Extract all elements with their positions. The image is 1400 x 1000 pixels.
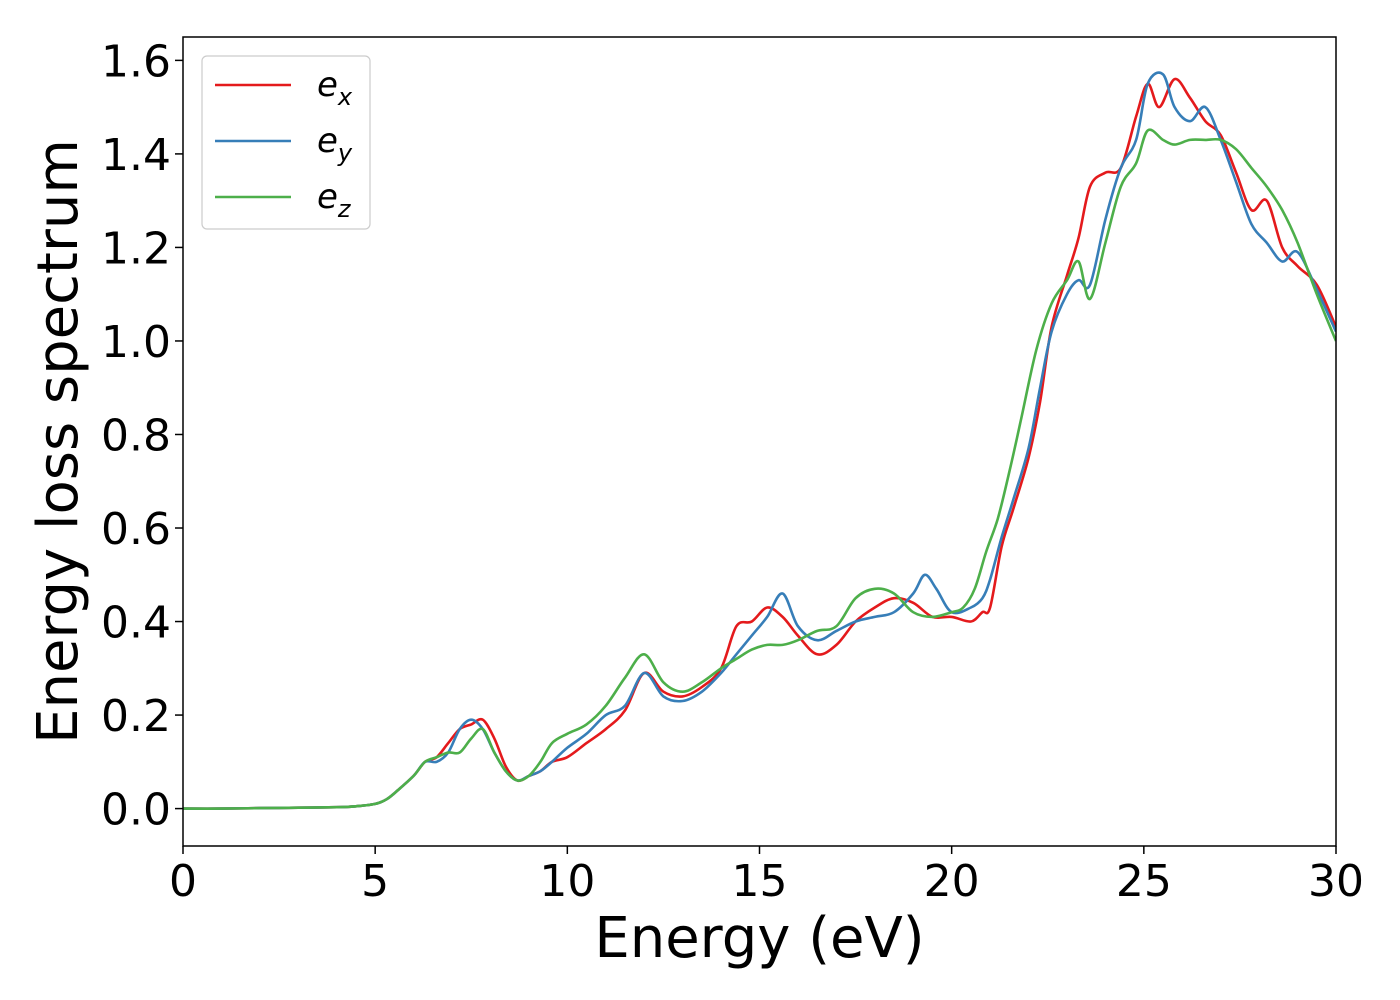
y-tick-label: 0.0 (101, 785, 171, 836)
y-tick-label: 0.4 (101, 598, 171, 649)
y-tick-label: 1.2 (101, 223, 171, 274)
x-tick-label: 15 (732, 856, 788, 907)
legend-box (201, 55, 371, 230)
y-axis-label: Energy loss spectrum (26, 139, 91, 744)
x-tick-label: 25 (1116, 856, 1172, 907)
x-tick-label: 0 (169, 856, 197, 907)
y-tick-label: 0.6 (101, 504, 171, 555)
series-line-ex (183, 77, 1336, 810)
x-tick-label: 30 (1308, 856, 1364, 907)
y-tick-label: 0.8 (101, 410, 171, 461)
y-tick-label: 1.0 (101, 317, 171, 368)
y-tick-label: 1.6 (101, 36, 171, 87)
x-tick-label: 10 (539, 856, 595, 907)
series-layer (183, 71, 1336, 810)
x-axis-label: Energy (eV) (594, 906, 924, 971)
ticks-layer: 0 5 10 15 20 25 30 0.0 0.2 0.4 0.6 0.8 1.0 1.2 1.4 1.6 (101, 36, 1364, 907)
legend-label-ey: ey (317, 121, 353, 167)
series-line-ez (183, 128, 1336, 810)
x-tick-label: 5 (361, 856, 389, 907)
y-tick-label: 1.4 (101, 130, 171, 181)
x-tick-label: 20 (924, 856, 980, 907)
y-tick-label: 0.2 (101, 691, 171, 742)
